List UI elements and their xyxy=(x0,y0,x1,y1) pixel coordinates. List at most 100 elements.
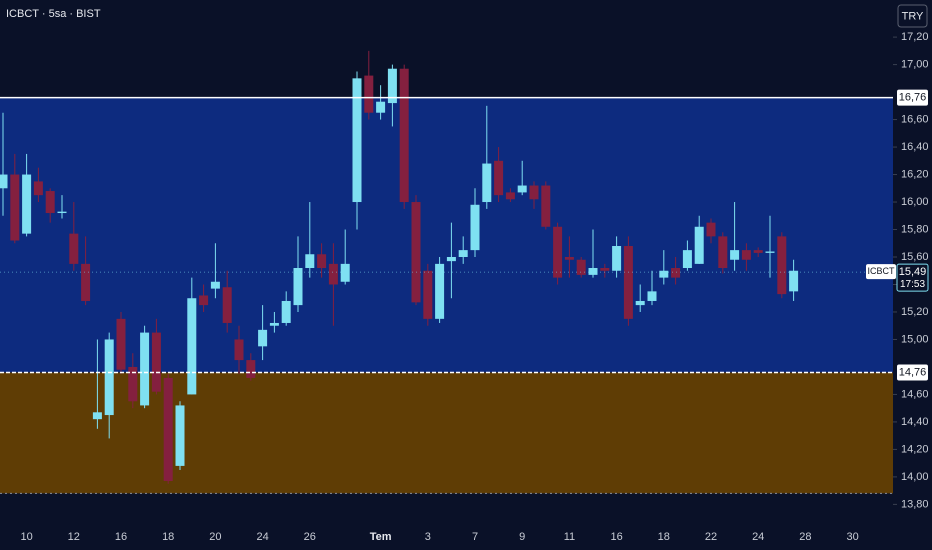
candle-body xyxy=(564,257,574,260)
candle-body xyxy=(116,318,126,370)
candle-body xyxy=(753,250,763,253)
zones xyxy=(0,97,893,494)
candle-body xyxy=(328,263,338,285)
candle-body xyxy=(22,174,32,234)
countdown-label: 17:53 xyxy=(900,279,925,290)
x-tick-label: 11 xyxy=(564,531,575,543)
candle-body xyxy=(352,78,362,203)
candle-body xyxy=(647,291,657,301)
x-tick-label: 18 xyxy=(658,531,670,543)
candle-body xyxy=(411,202,421,303)
candle-body xyxy=(317,254,327,268)
candle-body xyxy=(446,257,456,262)
level-label: 14,76 xyxy=(899,366,927,378)
y-tick-label: 16,00 xyxy=(901,196,929,208)
y-tick-label: 17,20 xyxy=(901,31,929,43)
candle-body xyxy=(128,366,138,402)
candle-body xyxy=(151,332,161,392)
candle-body xyxy=(199,295,209,306)
candle-body xyxy=(718,236,728,268)
candle-body xyxy=(612,246,622,271)
symbol-box xyxy=(866,264,896,280)
x-tick-label: 16 xyxy=(610,531,622,543)
candle-body xyxy=(33,181,43,196)
chart-title: ICBCT · 5sa · BIST xyxy=(6,8,101,20)
candle-body xyxy=(340,263,350,282)
candle-body xyxy=(576,259,586,275)
candle-body xyxy=(659,270,669,278)
x-tick-label: 30 xyxy=(846,531,858,543)
candle-body xyxy=(0,174,8,189)
candle-body xyxy=(494,160,504,196)
candle-body xyxy=(305,254,315,268)
last-price-box xyxy=(896,263,929,292)
candle-body xyxy=(104,339,114,416)
candle-body xyxy=(482,163,492,203)
candle-body xyxy=(187,298,197,395)
level-label-box xyxy=(897,89,928,106)
candle-body xyxy=(258,329,268,347)
x-tick-label: 7 xyxy=(472,531,478,543)
candle-body xyxy=(364,75,374,113)
y-tick-label: 13,80 xyxy=(901,498,929,510)
y-tick-label: 17,00 xyxy=(901,59,929,71)
currency-button[interactable] xyxy=(897,4,928,28)
x-tick-label: 3 xyxy=(425,531,431,543)
candle-body xyxy=(470,204,480,251)
candle-body xyxy=(682,250,692,268)
y-tick-label: 16,40 xyxy=(901,141,929,153)
candle-body xyxy=(234,339,244,361)
x-tick-label: 16 xyxy=(115,531,127,543)
candle-body xyxy=(671,267,681,278)
x-tick-label: 12 xyxy=(68,531,80,543)
level-label-box xyxy=(897,364,928,381)
candle-body xyxy=(730,250,740,260)
candle-body xyxy=(553,226,563,278)
y-tick-label: 14,60 xyxy=(901,388,929,400)
x-tick-label: 20 xyxy=(209,531,221,543)
x-tick-label: 24 xyxy=(256,531,268,543)
candle-body xyxy=(777,236,787,295)
zone xyxy=(0,97,893,373)
y-tick-label: 15,20 xyxy=(901,306,929,318)
y-tick-label: 15,80 xyxy=(901,223,929,235)
candle-body xyxy=(789,270,799,292)
currency-label[interactable]: TRY xyxy=(902,10,924,22)
y-tick-label: 15,60 xyxy=(901,251,929,263)
candle-body xyxy=(399,68,409,203)
candle-body xyxy=(435,263,445,319)
x-tick-label: 26 xyxy=(304,531,316,543)
x-tick-label: 22 xyxy=(705,531,717,543)
candle-body xyxy=(281,300,291,323)
x-tick-label: 9 xyxy=(519,531,525,543)
candle-body xyxy=(623,246,633,319)
candle-body xyxy=(175,405,185,466)
candle-body xyxy=(57,211,67,214)
candle-body xyxy=(45,191,55,214)
candle-body xyxy=(423,270,433,319)
candle-body xyxy=(222,287,232,323)
candle-body xyxy=(140,332,150,406)
candle-body xyxy=(81,263,91,301)
x-tick-label: 18 xyxy=(162,531,174,543)
symbol-label: ICBCT xyxy=(868,266,896,276)
candle-body xyxy=(210,281,220,289)
candle-body xyxy=(387,68,397,104)
candle-body xyxy=(92,412,102,420)
candle-body xyxy=(741,250,751,260)
candle-body xyxy=(293,267,303,306)
candle-body xyxy=(10,174,20,241)
y-tick-label: 16,20 xyxy=(901,168,929,180)
candle-body xyxy=(517,185,527,193)
candle-body xyxy=(376,101,386,113)
x-tick-label: 10 xyxy=(20,531,32,543)
candle-body xyxy=(600,267,610,271)
candle-body xyxy=(246,360,256,378)
x-tick-label: 28 xyxy=(799,531,811,543)
candle-body xyxy=(163,377,173,482)
candle-body xyxy=(588,267,598,275)
candle-body xyxy=(529,185,539,200)
x-tick-label: Tem xyxy=(370,531,392,543)
y-tick-label: 16,60 xyxy=(901,113,929,125)
